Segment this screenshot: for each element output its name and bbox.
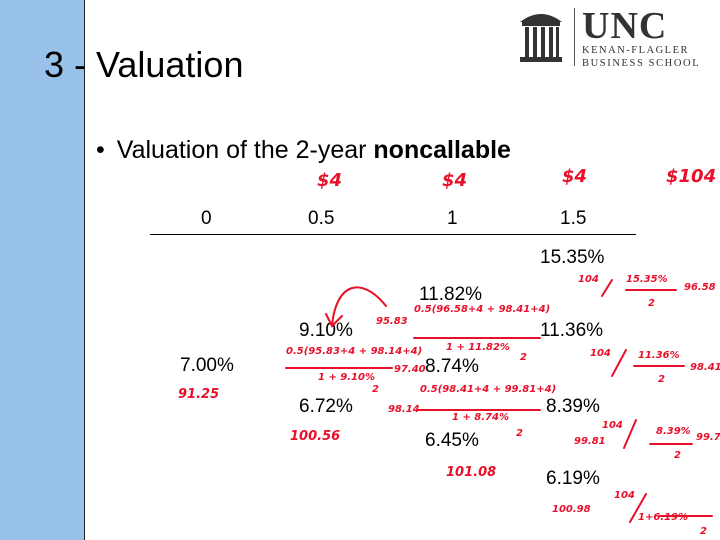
hw-n1-mid-den-b: 2 <box>516 428 523 439</box>
hw-n15-low-val: 99.81 <box>574 436 606 447</box>
rate-node-0: 7.00% <box>180 355 234 376</box>
left-accent-bar <box>0 0 85 540</box>
hw-value-1-dd: 101.08 <box>446 465 496 480</box>
hw-n05-up-den-b: 2 <box>372 384 379 395</box>
hw-n15-mid-den-b: 2 <box>658 374 665 385</box>
hw-n15-mid-num: 104 <box>590 348 611 359</box>
bullet-bold-text: noncallable <box>373 136 511 164</box>
hw-n05-up-num: 0.5(95.83+4 + 98.14+4) <box>286 346 422 357</box>
hw-n1-mid-num: 0.5(98.41+4 + 99.81+4) <box>420 384 556 395</box>
hw-n15-top-val: 96.58 <box>684 282 716 293</box>
bullet-valuation: • Valuation of the 2-year noncallable <box>96 136 511 165</box>
rate-node-15-bottom: 6.19% <box>546 468 600 489</box>
hw-fraction-bar-15-top <box>601 279 677 297</box>
hw-coupon-1: $4 <box>442 170 467 191</box>
hw-value-05-down: 100.56 <box>290 429 340 444</box>
rate-node-15-upper: 11.36% <box>540 320 604 341</box>
hw-n15-low-res: 99.73 <box>696 432 720 443</box>
rate-node-05-down: 6.72% <box>299 396 353 417</box>
hw-fraction-bar-15-low <box>623 419 693 449</box>
hw-coupon-05: $4 <box>317 170 342 191</box>
hw-n15-bot-num: 104 <box>614 490 635 501</box>
rate-node-1-mid: 8.74% <box>425 356 479 377</box>
rate-node-15-lower: 8.39% <box>546 396 600 417</box>
hw-fraction-bar-15-bot <box>629 493 713 523</box>
time-label-1-5: 1.5 <box>560 208 587 229</box>
slide-title: 3 - Valuation <box>44 44 244 85</box>
hw-n15-low-num: 104 <box>602 420 623 431</box>
hw-n15-mid-den: 11.36% <box>638 350 680 361</box>
time-label-1: 1 <box>447 208 458 229</box>
hw-fraction-bar-15-mid <box>611 349 685 377</box>
hw-n05-up-den: 1 + 9.10% <box>318 372 375 383</box>
old-well-logo-icon <box>520 14 562 62</box>
time-label-0-5: 0.5 <box>308 208 335 229</box>
hw-arrowhead <box>325 313 343 328</box>
hw-n15-top-den-b: 2 <box>648 298 655 309</box>
hw-final-payment: $104 <box>666 166 716 187</box>
hw-n15-bot-val: 100.98 <box>552 504 591 515</box>
hw-n1-top-den-b: 2 <box>520 352 527 363</box>
hw-n15-bot-den-b: 2 <box>700 526 707 537</box>
logo-unc-text: UNC <box>582 5 668 47</box>
rate-node-15-top: 15.35% <box>540 247 605 268</box>
hw-n1-top-val: 95.83 <box>376 316 408 327</box>
unc-kenan-flagler-logo: UNC KENAN-FLAGLER BUSINESS SCHOOL <box>516 5 716 69</box>
hw-n1-top-num: 0.5(96.58+4 + 98.41+4) <box>414 304 550 315</box>
hw-n15-low-den-b: 2 <box>674 450 681 461</box>
logo-school-line1: KENAN-FLAGLER <box>582 45 689 56</box>
hw-coupon-15: $4 <box>562 166 587 187</box>
hw-value-root: 91.25 <box>178 387 219 402</box>
logo-school-line2: BUSINESS SCHOOL <box>582 58 701 69</box>
hw-n1-mid-den: 1 + 8.74% <box>452 412 509 423</box>
hw-n1-top-den: 1 + 11.82% <box>446 342 510 353</box>
hw-n15-top-den: 15.35% <box>626 274 668 285</box>
hw-n1-mid-val: 98.14 <box>388 404 420 415</box>
hw-curved-arrow <box>331 286 387 327</box>
hw-n15-bot-den: 1+6.19% <box>638 512 688 523</box>
time-label-0: 0 <box>201 208 212 229</box>
timeline-axis <box>150 234 636 235</box>
rate-node-05-up: 9.10% <box>299 320 353 341</box>
hw-n15-low-den: 8.39% <box>656 426 691 437</box>
rate-node-1-down: 6.45% <box>425 430 479 451</box>
hw-n05-up-val: 97.40 <box>394 364 426 375</box>
hw-n15-mid-val: 98.41 <box>690 362 720 373</box>
hw-n15-top-num: 104 <box>578 274 599 285</box>
bullet-dot-icon: • <box>96 136 105 164</box>
logo-divider <box>574 8 575 66</box>
rate-node-1-up: 11.82% <box>419 284 483 305</box>
bullet-text: Valuation of the 2-year <box>116 136 374 164</box>
